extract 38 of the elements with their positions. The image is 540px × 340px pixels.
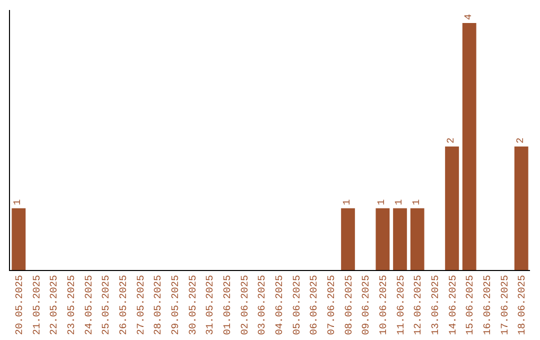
x-tick-label: 28.05.2025 xyxy=(154,275,165,336)
x-tick-label: 12.06.2025 xyxy=(414,275,425,336)
x-tick-label: 18.06.2025 xyxy=(518,275,529,336)
x-tick-label: 27.05.2025 xyxy=(136,275,148,336)
x-tick-label: 26.05.2025 xyxy=(118,275,130,336)
x-tick-label: 07.06.2025 xyxy=(326,275,338,336)
x-tick-label: 13.06.2025 xyxy=(430,275,442,336)
x-tick-label: 25.05.2025 xyxy=(102,275,113,336)
x-tick-label: 22.05.2025 xyxy=(50,275,61,336)
data-label: 1 xyxy=(377,199,388,206)
data-label: 4 xyxy=(464,14,475,20)
x-tick-label: 10.06.2025 xyxy=(378,275,390,336)
x-tick-label: 09.06.2025 xyxy=(362,275,373,336)
x-tick-label: 21.05.2025 xyxy=(32,275,44,336)
x-tick-label: 03.06.2025 xyxy=(258,275,269,336)
x-tick-label: 06.06.2025 xyxy=(310,275,321,336)
x-tick-label: 31.05.2025 xyxy=(206,275,217,336)
x-tick-label: 17.06.2025 xyxy=(500,275,512,336)
x-tick-label: 16.06.2025 xyxy=(482,275,494,336)
x-tick-label: 20.05.2025 xyxy=(14,275,26,336)
data-label: 2 xyxy=(516,137,527,144)
data-label: 1 xyxy=(342,199,354,206)
data-label: 2 xyxy=(446,137,458,144)
x-tick-label: 15.06.2025 xyxy=(466,275,477,336)
x-tick-label: 11.06.2025 xyxy=(396,275,408,336)
x-tick-label: 02.06.2025 xyxy=(240,275,252,336)
x-tick-label: 30.05.2025 xyxy=(188,275,200,336)
data-label: 1 xyxy=(412,199,423,206)
x-tick-label: 04.06.2025 xyxy=(274,275,286,336)
x-tick-label: 14.06.2025 xyxy=(448,275,460,336)
x-tick-label: 05.06.2025 xyxy=(292,275,304,336)
data-label: 1 xyxy=(394,199,406,206)
x-tick-label: 24.05.2025 xyxy=(84,275,96,336)
x-tick-label: 29.05.2025 xyxy=(170,275,182,336)
x-tick-label: 01.06.2025 xyxy=(222,275,234,336)
x-tick-label: 23.05.2025 xyxy=(66,275,78,336)
x-tick-label: 08.06.2025 xyxy=(344,275,356,336)
data-label: 1 xyxy=(13,199,24,206)
